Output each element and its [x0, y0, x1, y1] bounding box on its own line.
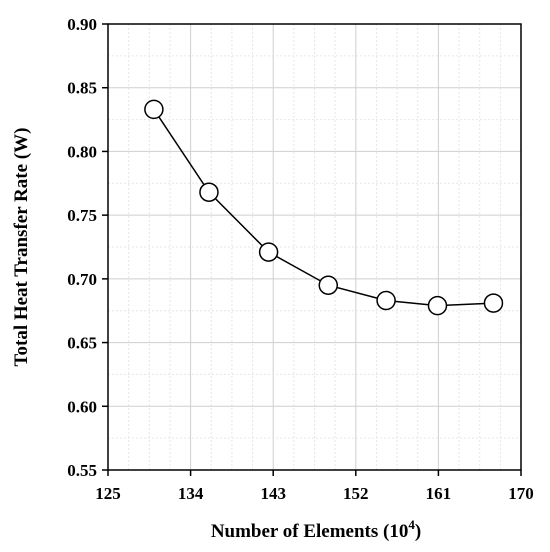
series: [144, 99, 504, 316]
y-tick-label: 0.75: [67, 206, 97, 225]
x-axis-label: Number of Elements (104): [211, 517, 421, 542]
data-point: [199, 182, 219, 202]
data-point: [144, 99, 164, 120]
x-tick-label: 134: [178, 484, 204, 503]
x-tick-label: 152: [343, 484, 369, 503]
y-tick-label: 0.90: [67, 15, 97, 34]
series-line: [153, 108, 494, 307]
data-point: [318, 275, 339, 295]
y-tick-labels: 0.55 0.60 0.65 0.70 0.75 0.80 0.85 0.90: [67, 15, 97, 480]
x-tick-label: 143: [260, 484, 286, 503]
data-point: [258, 242, 279, 262]
y-tick-label: 0.55: [67, 461, 97, 480]
x-tick-labels: 125 134 143 152 161 170: [95, 484, 534, 503]
data-point: [483, 293, 504, 313]
y-tick-label: 0.70: [67, 270, 97, 289]
data-point: [427, 295, 448, 316]
y-axis-label: Total Heat Transfer Rate (W): [11, 128, 32, 367]
x-tick-label: 161: [426, 484, 452, 503]
plot-frame: [107, 23, 522, 471]
axis-ticks: [102, 23, 522, 476]
y-tick-label: 0.65: [67, 334, 97, 353]
y-tick-label: 0.60: [67, 397, 97, 416]
x-tick-label: 170: [508, 484, 534, 503]
x-tick-label: 125: [95, 484, 121, 503]
y-tick-label: 0.85: [67, 79, 97, 98]
grid: [108, 24, 521, 470]
data-point: [376, 290, 396, 311]
y-tick-label: 0.80: [67, 142, 97, 161]
